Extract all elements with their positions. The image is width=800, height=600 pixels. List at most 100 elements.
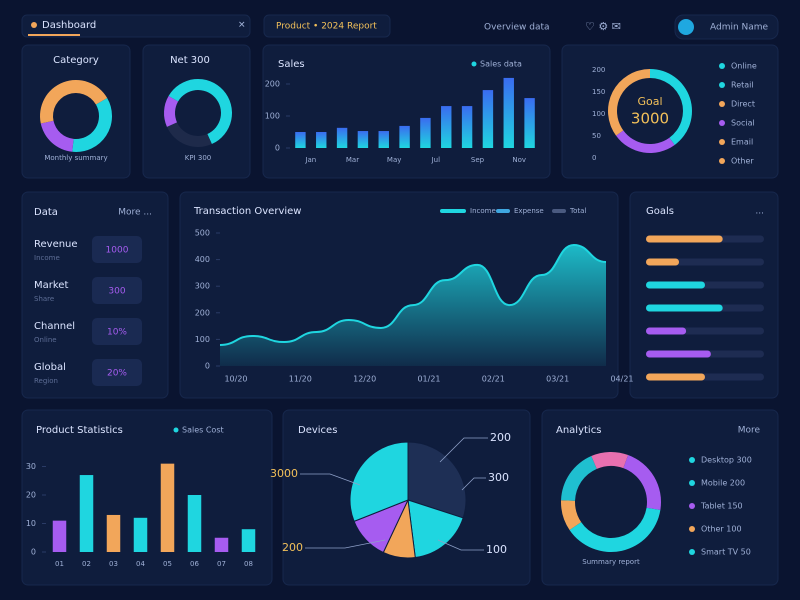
x-tick-label: 07 bbox=[217, 560, 226, 568]
x-tick-label: Mar bbox=[346, 156, 359, 164]
row-sub: Online bbox=[34, 336, 57, 344]
row-value: 300 bbox=[108, 287, 125, 297]
legend-label: Other 100 bbox=[701, 525, 742, 534]
side-label: 200 bbox=[592, 66, 605, 74]
row-sub: Region bbox=[34, 377, 58, 385]
bar bbox=[336, 127, 348, 148]
area-line bbox=[219, 243, 607, 346]
x-tick-label: Jan bbox=[304, 156, 316, 164]
y-tick-label: 10 bbox=[26, 519, 36, 528]
list-title: Data bbox=[34, 207, 58, 218]
callout-line bbox=[437, 539, 484, 551]
value-box bbox=[92, 277, 142, 304]
value-box bbox=[92, 236, 142, 263]
icons[interactable]: ♡ ⚙ ✉ bbox=[585, 20, 621, 33]
donut-segment bbox=[164, 96, 179, 127]
search-icon bbox=[31, 22, 37, 28]
x-tick-label: 01 bbox=[55, 560, 64, 568]
status-text: Overview data bbox=[484, 23, 550, 33]
y-tick-label: 100 bbox=[265, 112, 280, 121]
pie-slice bbox=[407, 499, 464, 559]
bar bbox=[441, 106, 452, 148]
pie-slice bbox=[407, 441, 467, 519]
legend-dot bbox=[719, 63, 725, 69]
panel bbox=[561, 44, 779, 179]
close-icon[interactable]: ✕ bbox=[238, 21, 246, 31]
y-tick-label: 0 bbox=[275, 144, 280, 153]
panel-title: Devices bbox=[298, 425, 337, 436]
x-tick-label: 04 bbox=[136, 560, 145, 568]
x-tick-label: 03/21 bbox=[546, 375, 569, 384]
donut-segment bbox=[591, 452, 629, 469]
callout-label: 100 bbox=[486, 543, 507, 556]
legend-label: Sales data bbox=[480, 60, 522, 69]
caption: Summary report bbox=[582, 558, 640, 566]
tab-box[interactable] bbox=[263, 14, 391, 38]
callout-line bbox=[439, 437, 488, 463]
legend-dot bbox=[719, 82, 725, 88]
donut-segment bbox=[561, 500, 582, 530]
legend-swatch bbox=[496, 209, 510, 213]
callout-label: 200 bbox=[282, 541, 303, 554]
list-menu[interactable]: More ... bbox=[118, 208, 152, 218]
row-label: Market bbox=[34, 280, 68, 291]
callout-label: 3000 bbox=[270, 467, 298, 480]
y-tick-label: 200 bbox=[195, 308, 210, 317]
search-text: Dashboard bbox=[42, 20, 96, 31]
panel-title: Transaction Overview bbox=[193, 206, 301, 217]
callout-label: 200 bbox=[490, 431, 511, 444]
x-tick-label: 03 bbox=[109, 560, 118, 568]
side-label: 100 bbox=[592, 110, 605, 118]
panel-title: Sales bbox=[278, 59, 305, 70]
center-value: 3000 bbox=[631, 110, 669, 128]
legend-label: Expense bbox=[514, 207, 544, 215]
callout-line bbox=[305, 539, 386, 549]
y-tick-label: 0 bbox=[205, 362, 210, 371]
y-tick-label: 100 bbox=[195, 335, 210, 344]
callout-line bbox=[461, 477, 486, 491]
x-tick-label: 02 bbox=[82, 560, 91, 568]
donut-segment bbox=[72, 98, 113, 153]
legend-dot bbox=[689, 503, 695, 509]
bar bbox=[646, 258, 680, 266]
bar bbox=[420, 117, 431, 148]
side-label: 150 bbox=[592, 88, 605, 96]
row-label: Channel bbox=[34, 321, 75, 332]
donut-segment bbox=[40, 120, 74, 152]
menu: ... bbox=[755, 207, 764, 217]
bar bbox=[378, 131, 389, 148]
panel bbox=[21, 409, 273, 586]
panel bbox=[21, 44, 131, 179]
legend-dot bbox=[689, 457, 695, 463]
bar bbox=[524, 98, 535, 148]
row-value: 20% bbox=[107, 369, 127, 379]
x-tick-label: 05 bbox=[163, 560, 172, 568]
panel bbox=[629, 191, 779, 399]
bar bbox=[295, 132, 306, 148]
legend-dot bbox=[719, 158, 725, 164]
row-sub: Share bbox=[34, 295, 54, 303]
center-label: Goal bbox=[637, 95, 662, 108]
panel-title: Category bbox=[53, 55, 99, 66]
search-box[interactable] bbox=[21, 14, 251, 38]
legend-dot bbox=[719, 120, 725, 126]
panel bbox=[262, 44, 551, 179]
y-tick-label: 400 bbox=[195, 255, 210, 264]
x-tick-label: May bbox=[387, 156, 401, 164]
donut-segment bbox=[561, 456, 597, 501]
legend-label: Mobile 200 bbox=[701, 479, 745, 488]
legend-label: Social bbox=[731, 119, 755, 128]
bar bbox=[503, 77, 514, 148]
user-box[interactable] bbox=[674, 14, 779, 40]
legend-label: Smart TV 50 bbox=[701, 548, 751, 557]
bar bbox=[52, 520, 67, 552]
bar bbox=[79, 475, 94, 552]
legend-label: Other bbox=[731, 157, 754, 166]
legend-label: Sales Cost bbox=[182, 426, 224, 435]
y-tick-label: 0 bbox=[31, 548, 36, 557]
row-value: 10% bbox=[107, 328, 127, 338]
side-label: 0 bbox=[592, 154, 596, 162]
caption: Monthly summary bbox=[44, 154, 107, 162]
value-box bbox=[92, 359, 142, 386]
y-tick-label: 30 bbox=[26, 462, 36, 471]
